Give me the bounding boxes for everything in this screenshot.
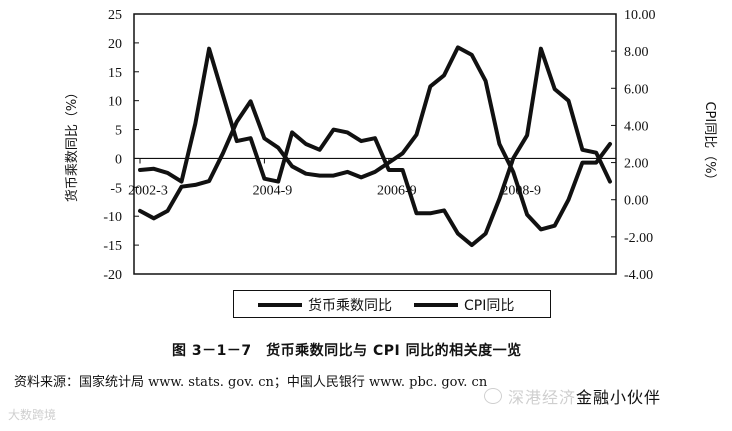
wechat-icon <box>484 388 502 404</box>
legend-swatch-money-multiplier <box>258 303 302 307</box>
source-note: 资料来源：国家统计局 www. stats. gov. cn；中国人民银行 ww… <box>14 375 488 390</box>
legend-swatch-cpi <box>414 303 458 307</box>
series-line-cpi <box>138 45 612 232</box>
left-tick-label: 5 <box>115 124 122 139</box>
right-tick-label: -2.00 <box>624 231 653 246</box>
legend-label-cpi: CPI同比 <box>464 298 515 314</box>
chart-lines <box>138 45 612 248</box>
chart-legend: 货币乘数同比 CPI同比 <box>233 290 551 318</box>
left-tick-label: 20 <box>108 37 122 52</box>
left-tick-label: 15 <box>108 66 122 81</box>
right-tick-label: 0.00 <box>624 194 649 209</box>
chart-ticks: 25 20 15 10 5 0 -5 -10 -15 -20 10.00 8.00 6.00 4.00 2.… <box>64 8 717 283</box>
left-axis-title: 货币乘数同比（%） <box>64 86 80 202</box>
x-tick-label: 2002-3 <box>128 183 168 198</box>
right-axis-title: CPI同比（%） <box>702 101 717 186</box>
watermark-left: 大数跨境 <box>8 408 57 422</box>
right-tick-label: 8.00 <box>624 45 649 60</box>
left-tick-label: -15 <box>103 239 122 254</box>
left-tick-label: 10 <box>108 95 122 110</box>
right-tick-label: 10.00 <box>624 8 656 23</box>
left-tick-label: -5 <box>110 181 122 196</box>
figure-caption: 图 3－1－7 货币乘数同比与 CPI 同比的相关度一览 <box>172 343 522 359</box>
left-tick-label: 0 <box>115 152 122 167</box>
legend-item-cpi: CPI同比 <box>414 296 514 314</box>
legend-label-money-multiplier: 货币乘数同比 <box>308 298 392 314</box>
x-tick-label: 2008-9 <box>501 183 541 198</box>
watermark-right: 深港经济 金融小伙伴 <box>484 384 661 408</box>
left-tick-label: -20 <box>103 268 122 283</box>
left-tick-label: 25 <box>108 8 122 23</box>
right-tick-label: 2.00 <box>624 157 649 172</box>
chart-axes <box>133 13 617 275</box>
legend-item-money-multiplier: 货币乘数同比 <box>258 296 392 314</box>
left-tick-label: -10 <box>103 210 122 225</box>
series-line-money-multiplier <box>138 46 612 248</box>
right-tick-label: 6.00 <box>624 82 649 97</box>
x-tick-label: 2006-9 <box>377 183 417 198</box>
plot-frame <box>133 13 617 275</box>
x-tick-label: 2004-9 <box>253 183 293 198</box>
right-tick-label: -4.00 <box>624 268 653 283</box>
watermark-right-part-a: 深港经济 <box>508 388 577 407</box>
watermark-right-part-b: 金融小伙伴 <box>576 388 662 407</box>
chart-svg: 25 20 15 10 5 0 -5 -10 -15 -20 10.00 8.00 6.00 4.00 2.… <box>64 8 717 283</box>
right-tick-label: 4.00 <box>624 119 649 134</box>
